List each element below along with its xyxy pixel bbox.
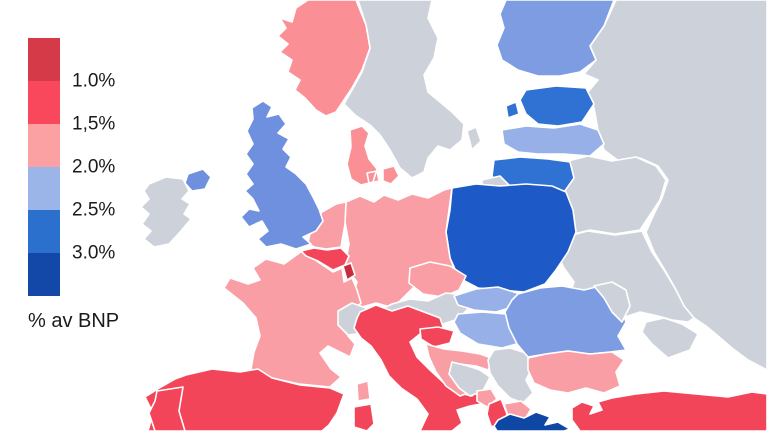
country-romania [504, 285, 627, 358]
legend-swatch-4 [28, 167, 60, 210]
country-bulgaria [527, 350, 625, 394]
legend-caption: % av BNP [28, 310, 120, 332]
country-latvia [501, 123, 605, 157]
country-sweden [343, 0, 465, 179]
country-ireland [140, 176, 192, 248]
country-france [223, 250, 362, 388]
country-finland [496, 0, 615, 77]
legend-tick-label: 3.0% [72, 242, 116, 264]
island-corsica [356, 380, 371, 402]
country-slovenia [419, 326, 455, 348]
country-greece [493, 411, 571, 431]
country-denmark [346, 125, 400, 186]
legend-tick-label: 1.0% [72, 70, 116, 92]
legend-swatch-3 [28, 124, 60, 167]
country-estonia [505, 85, 595, 127]
legend-swatch-1 [28, 38, 60, 81]
legend-swatch-2 [28, 81, 60, 124]
country-luxembourg [342, 262, 356, 281]
legend-tick-label: 2.0% [72, 156, 116, 178]
country-moldova [593, 281, 631, 323]
country-russia [583, 0, 767, 371]
country-norway [277, 0, 371, 117]
country-belgium [300, 247, 350, 271]
country-spain [144, 368, 345, 431]
island-sardinia [353, 403, 375, 431]
legend-tick-label: 1,5% [72, 113, 116, 135]
country-crimea [641, 317, 699, 359]
legend-swatch-5 [28, 210, 60, 253]
country-united-kingdom [240, 100, 324, 250]
country-portugal [148, 386, 186, 431]
legend-color-scale: 1.0% 1,5% 2.0% 2.5% 3.0% [28, 38, 178, 296]
island-gotland [466, 126, 482, 151]
legend-swatch-6 [28, 253, 60, 296]
country-czechia [408, 261, 467, 298]
legend-tick-label: 2.5% [72, 199, 116, 221]
country-turkey [571, 390, 767, 431]
legend: 1.0% 1,5% 2.0% 2.5% 3.0% % av BNP [28, 38, 178, 333]
